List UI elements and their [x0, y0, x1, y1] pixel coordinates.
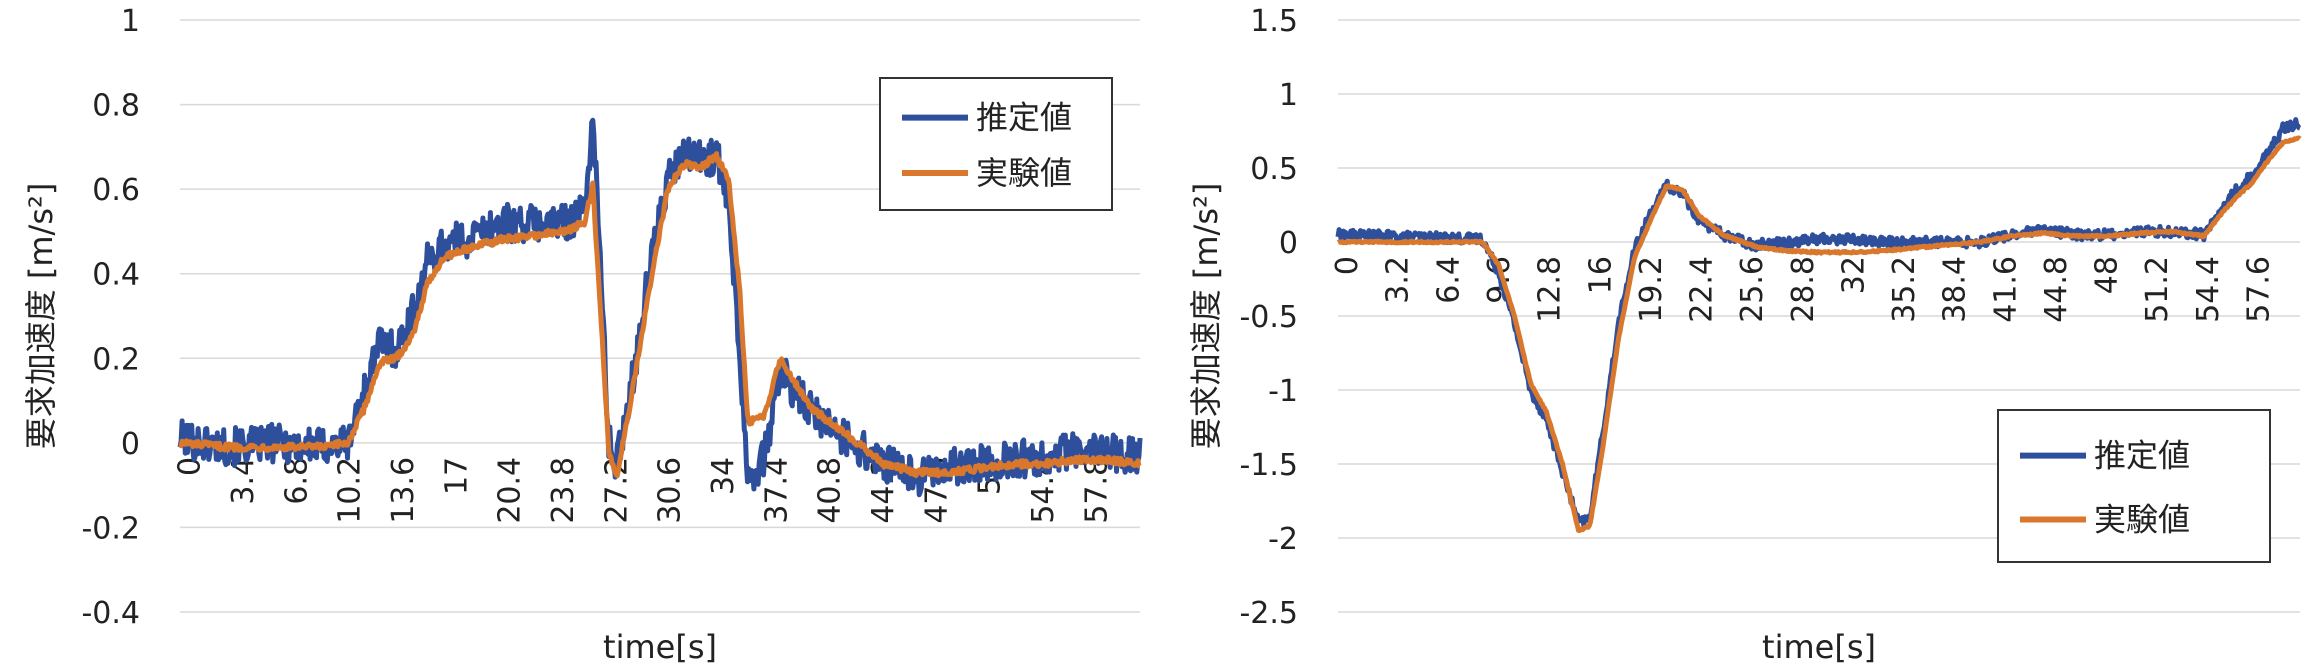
x-tick-label: 17 [439, 457, 474, 495]
x-tick-label: 54.4 [2191, 256, 2226, 323]
y-tick-label: 1 [1279, 78, 1298, 113]
x-tick-label: 3.4 [226, 457, 261, 505]
x-tick-label: 28.8 [1786, 256, 1821, 323]
y-tick-label: 0 [1279, 226, 1298, 261]
y-tick-label: 0 [121, 427, 140, 462]
x-tick-label: 6.4 [1431, 256, 1466, 304]
x-tick-label: 6.8 [279, 457, 314, 505]
legend-box [879, 77, 1113, 211]
y-tick-label: -0.2 [81, 511, 140, 546]
x-axis-title: time[s] [1762, 628, 1876, 666]
series-line-estimated [177, 117, 1143, 498]
y-tick-label: -0.5 [1239, 300, 1298, 335]
x-tick-label: 34 [706, 457, 741, 495]
x-tick-label: 40.8 [813, 457, 848, 524]
x-tick-label: 0 [173, 457, 208, 476]
x-tick-label: 57.6 [2241, 256, 2276, 323]
y-tick-label: 0.2 [92, 342, 140, 377]
x-tick-label: 48 [2090, 256, 2125, 294]
x-tick-label: 41.6 [1988, 256, 2023, 323]
y-axis-title: 要求加速度 [m/s²] [22, 183, 60, 450]
y-tick-label: -1.5 [1239, 448, 1298, 483]
y-tick-label: 0.4 [92, 258, 140, 293]
x-tick-label: 22.4 [1685, 256, 1720, 323]
legend-label: 推定値 [976, 99, 1072, 137]
x-tick-label: 13.6 [386, 457, 421, 524]
x-tick-label: 12.8 [1533, 256, 1568, 323]
y-tick-label: 0.5 [1250, 152, 1298, 187]
y-tick-label: -2 [1268, 522, 1298, 557]
x-tick-label: 0 [1330, 256, 1365, 275]
x-tick-label: 16 [1583, 256, 1618, 294]
legend-box [1997, 409, 2271, 563]
chart-left: 1 0.8 0.6 0.4 0.2 0 -0.2 -0.4 0 3.4 6.8 10.2 13.6 17 2… [22, 4, 1143, 666]
y-tick-label: -0.4 [81, 596, 140, 631]
x-tick-label: 44.8 [2039, 256, 2074, 323]
x-tick-label: 19.2 [1634, 256, 1669, 323]
x-tick-label: 10.2 [333, 457, 368, 524]
x-tick-label: 3.2 [1381, 256, 1416, 304]
y-axis-title: 要求加速度 [m/s²] [1187, 183, 1225, 450]
series-line-experimental [178, 151, 1142, 479]
series-line-experimental [1336, 135, 2302, 533]
x-tick-label: 20.4 [493, 457, 528, 524]
legend-label: 推定値 [2094, 437, 2190, 475]
x-tick-label: 23.8 [546, 457, 581, 524]
y-tick-label: 1 [121, 4, 140, 39]
x-axis-title: time[s] [603, 628, 717, 666]
x-tick-label: 35.2 [1887, 256, 1922, 323]
chart-right: 1.510.50-0.5-1-1.5-2-2.50 3.2 6.4 9.6 12.8 16… [1187, 4, 2302, 666]
y-tick-label: 0.6 [92, 173, 140, 208]
legend-label: 実験値 [2094, 500, 2190, 538]
y-tick-label: -2.5 [1239, 596, 1298, 631]
y-tick-label: -1 [1268, 374, 1298, 409]
legend-label: 実験値 [976, 154, 1072, 192]
x-tick-label: 25.6 [1735, 256, 1770, 323]
y-tick-label: 0.8 [92, 89, 140, 124]
x-tick-label: 51.2 [2140, 256, 2175, 323]
y-tick-label: 1.5 [1250, 4, 1298, 39]
x-tick-label: 32 [1836, 256, 1871, 294]
x-tick-label: 38.4 [1938, 256, 1973, 323]
x-tick-label: 30.6 [653, 457, 688, 524]
